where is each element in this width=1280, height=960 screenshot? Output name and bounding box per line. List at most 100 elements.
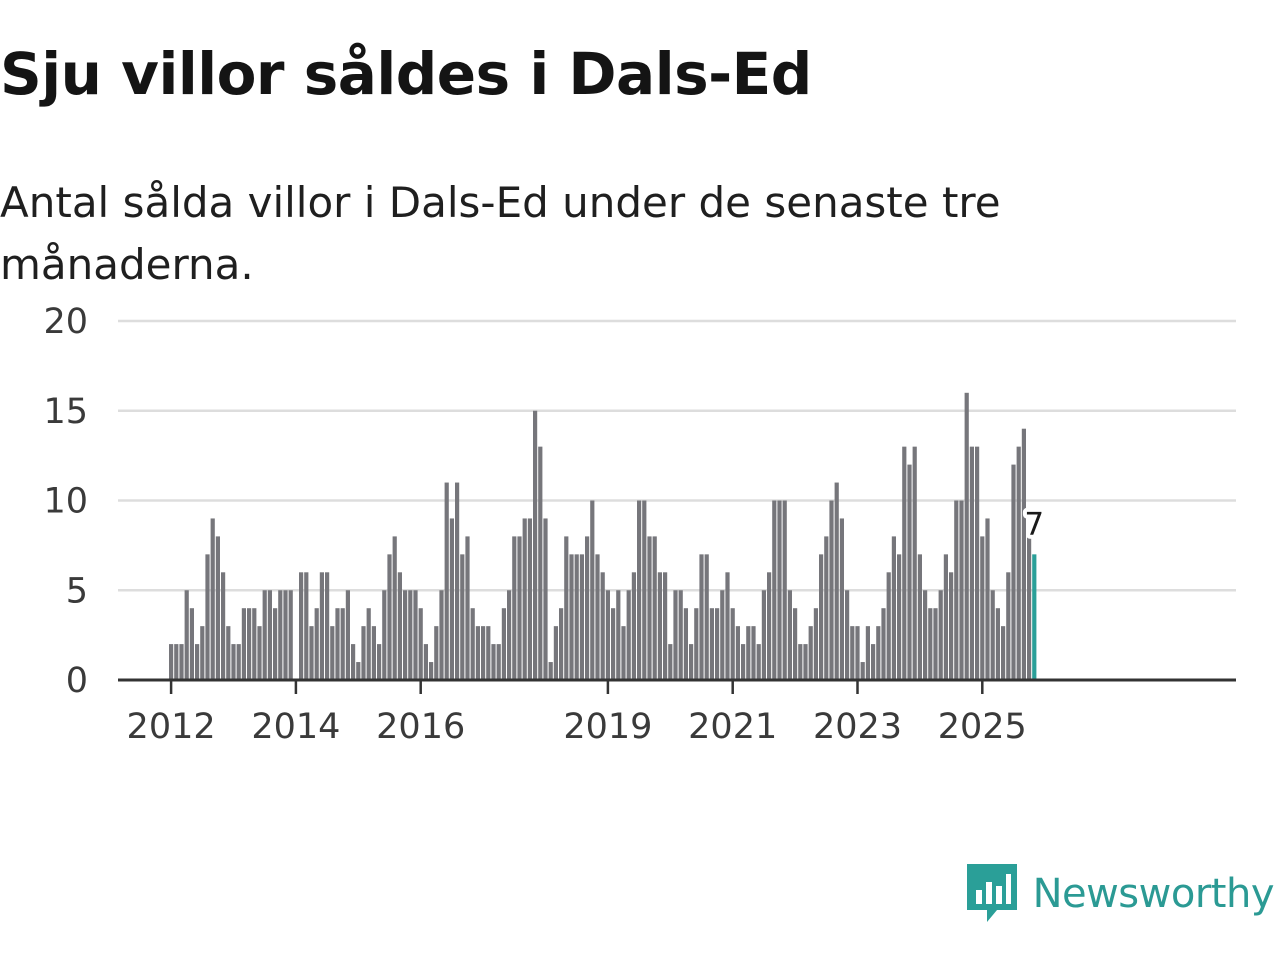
bar [917,554,922,680]
bar [845,590,850,680]
bar [652,536,657,680]
last-value-label: 7 [1024,506,1044,542]
bar [210,518,215,680]
bars [169,392,1037,680]
bar [481,626,486,680]
bar [377,644,382,680]
bar [891,536,896,680]
bar [871,644,876,680]
bar [626,590,631,680]
bar [527,518,532,680]
bar [725,572,730,680]
bar [169,644,174,680]
bar [496,644,501,680]
bar [221,572,226,680]
bar [356,662,361,680]
bar [995,608,1000,680]
bar [928,608,933,680]
bar [226,626,231,680]
bar [553,626,558,680]
bar [990,590,995,680]
bar [933,608,938,680]
bar [304,572,309,680]
bar [746,626,751,680]
bar [1006,572,1011,680]
bar [600,572,605,680]
bar [678,590,683,680]
x-tick-label: 2021 [688,707,777,747]
x-tick-label: 2016 [376,707,465,747]
bar [834,482,839,680]
bar [366,608,371,680]
bar [907,464,912,680]
y-tick-label: 15 [43,392,88,432]
bar [184,590,189,680]
bar [969,446,974,680]
bar [1001,626,1006,680]
bar [637,500,642,680]
bar [761,590,766,680]
bar [439,590,444,680]
bar [585,536,590,680]
bar [876,626,881,680]
bar [860,662,865,680]
bar-chart: 0 5 10 15 20 2012 2014 2016 2019 2021 2023 2025 7 [43,302,1236,747]
bar [1016,446,1021,680]
bar [980,536,985,680]
bar [403,590,408,680]
bar [668,644,673,680]
bar [241,608,246,680]
bar [902,446,907,680]
y-tick-label: 0 [66,661,88,701]
chart-subtitle: Antal sålda villor i Dals-Ed under de se… [0,178,1001,289]
x-tick-label: 2025 [938,707,1027,747]
bar [475,626,480,680]
x-tick-label: 2023 [813,707,902,747]
bar [855,626,860,680]
bar [299,572,304,680]
bar [273,608,278,680]
bar [538,446,543,680]
bar [709,608,714,680]
bar [803,644,808,680]
bar [408,590,413,680]
bar [839,518,844,680]
bar [517,536,522,680]
bar [569,554,574,680]
bar [267,590,272,680]
y-tick-label: 5 [66,571,88,611]
bar [621,626,626,680]
bar [330,626,335,680]
bar [371,626,376,680]
bar [949,572,954,680]
x-tick-label: 2014 [251,707,340,747]
bar [798,644,803,680]
bar [200,626,205,680]
bar [423,644,428,680]
gridlines [118,319,1236,592]
bar [470,608,475,680]
bar [829,500,834,680]
bar [236,644,241,680]
bar [252,608,257,680]
bar [756,644,761,680]
bar [215,536,220,680]
bar [257,626,262,680]
bar [548,662,553,680]
x-tick-label: 2012 [127,707,216,747]
bar [611,608,616,680]
bar [195,644,200,680]
bar [325,572,330,680]
bar [392,536,397,680]
bar [361,626,366,680]
bar [704,554,709,680]
bar [507,590,512,680]
bar [444,482,449,680]
axes [118,678,1236,694]
bar [897,554,902,680]
bar [741,644,746,680]
bar [418,608,423,680]
bar [595,554,600,680]
y-tick-label: 20 [43,302,88,342]
bar [735,626,740,680]
